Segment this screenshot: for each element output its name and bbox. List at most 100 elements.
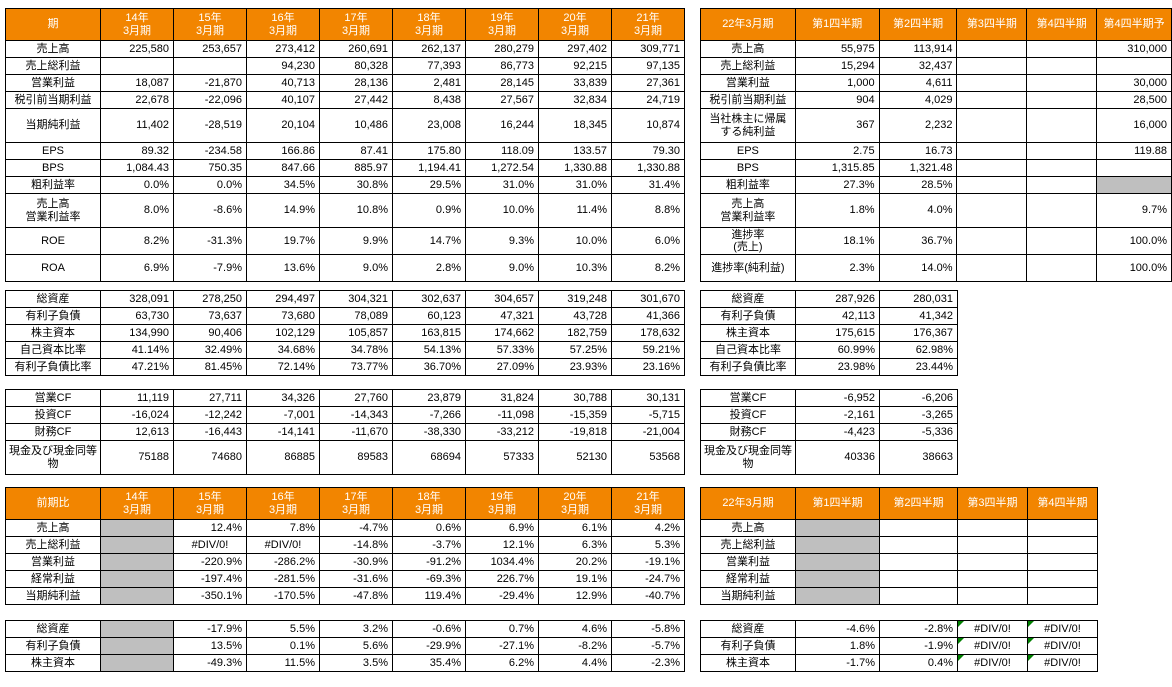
cell[interactable]: 86,773 <box>465 57 539 75</box>
cell[interactable]: 105,857 <box>319 324 393 342</box>
cell[interactable]: 304,321 <box>319 290 393 308</box>
cell[interactable]: 8.2% <box>100 227 174 255</box>
cell[interactable]: 62.98% <box>879 341 958 359</box>
cell[interactable]: -31.6% <box>319 570 393 588</box>
quarterly-yoy-corner-header[interactable]: 22年3月期 <box>700 487 796 520</box>
cell[interactable]: 10.0% <box>538 227 612 255</box>
cell[interactable] <box>879 587 958 605</box>
cell[interactable]: 31.0% <box>538 176 612 194</box>
cell[interactable]: 119.4% <box>392 587 466 605</box>
cell[interactable]: 118.09 <box>465 142 539 160</box>
cell[interactable]: 6.1% <box>538 519 612 537</box>
cell[interactable]: 10.8% <box>319 193 393 228</box>
annual-yoy-col-header[interactable]: 18年 3月期 <box>392 487 466 520</box>
row-label[interactable]: 有利子負債比率 <box>5 358 101 376</box>
cell[interactable]: 102,129 <box>246 324 320 342</box>
row-label[interactable]: 粗利益率 <box>5 176 101 194</box>
cell[interactable]: 3.5% <box>319 654 393 672</box>
cell[interactable]: -220.9% <box>173 553 247 571</box>
cell[interactable]: 750.35 <box>173 159 247 177</box>
cell[interactable]: 11.5% <box>246 654 320 672</box>
cell[interactable]: 27,442 <box>319 91 393 109</box>
cell[interactable] <box>1026 176 1098 194</box>
cell[interactable]: 4.2% <box>611 519 685 537</box>
cell[interactable]: -40.7% <box>611 587 685 605</box>
cell[interactable]: -5.8% <box>611 620 685 638</box>
cell[interactable]: -4.6% <box>795 620 880 638</box>
annual-col-header[interactable]: 18年 3月期 <box>392 8 466 41</box>
cell[interactable]: -1.7% <box>795 654 880 672</box>
cell[interactable]: -12,242 <box>173 406 247 424</box>
quarterly-col-header[interactable]: 第4四半期 <box>1026 8 1098 41</box>
cell[interactable] <box>956 40 1028 58</box>
annual-corner-header[interactable]: 期 <box>5 8 101 41</box>
cell[interactable] <box>795 536 880 554</box>
cell[interactable] <box>100 587 174 605</box>
cell[interactable]: 287,926 <box>795 290 880 308</box>
cell[interactable]: 16.73 <box>878 142 958 160</box>
cell[interactable]: 294,497 <box>246 290 320 308</box>
cell[interactable]: 328,091 <box>100 290 174 308</box>
cell[interactable]: 23,008 <box>392 108 466 143</box>
cell[interactable]: 2,481 <box>392 74 466 92</box>
cell[interactable]: 2.3% <box>794 254 880 282</box>
cell[interactable]: -8.2% <box>538 637 612 655</box>
row-label[interactable]: 売上総利益 <box>5 536 101 554</box>
cell[interactable]: #DIV/0! <box>173 536 247 554</box>
annual-yoy-col-header[interactable]: 20年 3月期 <box>538 487 612 520</box>
row-label[interactable]: 現金及び現金同等物 <box>5 440 101 475</box>
cell[interactable]: -5.7% <box>611 637 685 655</box>
cell[interactable]: 176,367 <box>879 324 958 342</box>
cell[interactable]: 78,089 <box>319 307 393 325</box>
quarterly-yoy-col-header[interactable]: 第1四半期 <box>795 487 880 520</box>
annual-col-header[interactable]: 17年 3月期 <box>319 8 393 41</box>
cell[interactable] <box>795 519 880 537</box>
cell[interactable] <box>957 570 1028 588</box>
cell[interactable]: 100.0% <box>1096 254 1172 282</box>
cell[interactable]: -14,343 <box>319 406 393 424</box>
cell[interactable]: 57.33% <box>465 341 539 359</box>
cell[interactable]: 8.0% <box>100 193 174 228</box>
cell[interactable]: 9.0% <box>465 254 539 282</box>
cell[interactable]: 43,728 <box>538 307 612 325</box>
cell[interactable]: 1,000 <box>794 74 880 92</box>
cell[interactable]: 20.2% <box>538 553 612 571</box>
row-label[interactable]: 進捗率(純利益) <box>700 254 796 282</box>
cell[interactable]: 12.4% <box>173 519 247 537</box>
cell[interactable]: -281.5% <box>246 570 320 588</box>
quarterly-corner-header[interactable]: 22年3月期 <box>700 8 796 41</box>
row-label[interactable]: 自己資本比率 <box>5 341 101 359</box>
cell[interactable]: 19.7% <box>246 227 320 255</box>
cell[interactable]: 319,248 <box>538 290 612 308</box>
cell[interactable]: 3.2% <box>319 620 393 638</box>
cell[interactable]: 6.9% <box>100 254 174 282</box>
cell[interactable]: 14.7% <box>392 227 466 255</box>
annual-col-header[interactable]: 14年 3月期 <box>100 8 174 41</box>
cell[interactable]: 4.0% <box>878 193 958 228</box>
cell[interactable]: 41,342 <box>879 307 958 325</box>
annual-yoy-col-header[interactable]: 19年 3月期 <box>465 487 539 520</box>
cell[interactable]: 1034.4% <box>465 553 539 571</box>
row-label[interactable]: 当期純利益 <box>5 587 101 605</box>
cell[interactable] <box>956 254 1028 282</box>
cell[interactable] <box>100 519 174 537</box>
cell[interactable]: 28.5% <box>878 176 958 194</box>
cell[interactable]: 57.25% <box>538 341 612 359</box>
cell[interactable]: -5,336 <box>879 423 958 441</box>
cell[interactable]: 20,104 <box>246 108 320 143</box>
row-label[interactable]: 営業利益 <box>700 553 796 571</box>
cell[interactable]: 163,815 <box>392 324 466 342</box>
cell[interactable]: 52130 <box>538 440 612 475</box>
cell[interactable]: 280,279 <box>465 40 539 58</box>
cell[interactable]: 68694 <box>392 440 466 475</box>
cell[interactable]: 5.6% <box>319 637 393 655</box>
cell[interactable] <box>1026 40 1098 58</box>
row-label[interactable]: 総資産 <box>700 620 796 638</box>
row-label[interactable]: 売上高 <box>5 519 101 537</box>
cell[interactable]: 72.14% <box>246 358 320 376</box>
annual-yoy-col-header[interactable]: 16年 3月期 <box>246 487 320 520</box>
cell[interactable]: 2.8% <box>392 254 466 282</box>
cell[interactable] <box>1027 553 1098 571</box>
cell[interactable]: 4,611 <box>878 74 958 92</box>
cell[interactable]: -4,423 <box>795 423 880 441</box>
